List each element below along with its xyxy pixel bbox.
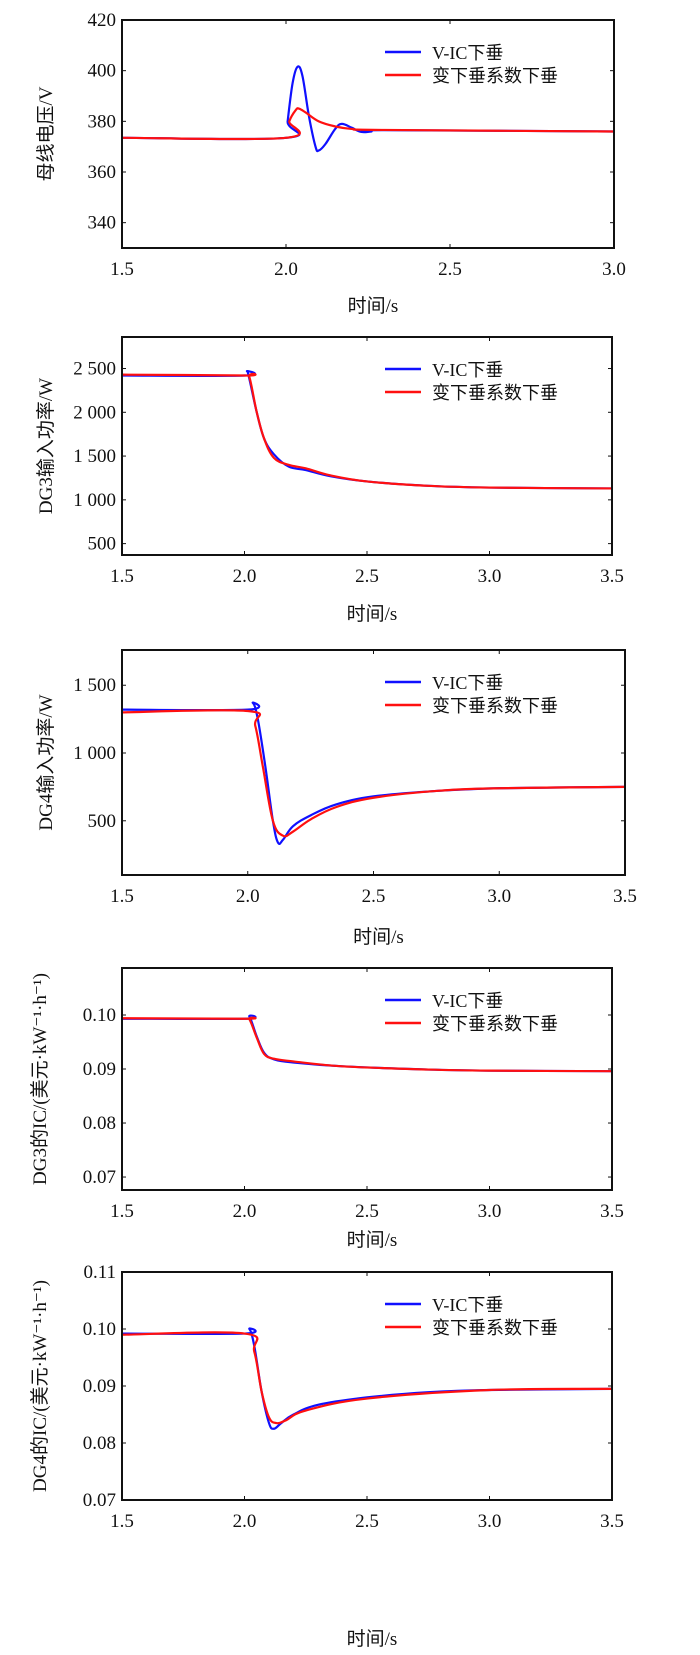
series-line-variable-droop: [122, 1016, 612, 1073]
y-tick-label: 0.11: [83, 1262, 116, 1283]
legend-label: 变下垂系数下垂: [432, 1318, 558, 1338]
plot-frame: [121, 336, 613, 556]
subplot-5: 1.5 2.0 2.5 3.0 3.5 0.07 0.08 0.09 0.10 0.11 V-IC下…: [29, 1262, 624, 1650]
y-tick-label: 500: [88, 534, 117, 555]
legend-label: 变下垂系数下垂: [432, 66, 558, 86]
x-tick-label: 3.5: [613, 886, 637, 907]
legend-label: 变下垂系数下垂: [432, 383, 558, 403]
x-tick-label: 3.0: [478, 1511, 502, 1532]
x-tick-label: 3.0: [478, 566, 502, 587]
y-tick-label: 1 000: [73, 490, 116, 511]
y-tick-label: 0.07: [83, 1167, 116, 1188]
x-tick-label: 2.0: [233, 566, 257, 587]
series-group: [122, 370, 612, 490]
x-tick-label: 2.5: [355, 1511, 379, 1532]
x-tick-label: 1.5: [110, 259, 134, 280]
y-axis-label: DG4输入功率/W: [35, 694, 57, 830]
y-tick-label: 0.08: [83, 1113, 116, 1134]
y-tick-label: 340: [88, 213, 117, 234]
x-axis-label: 时间/s: [348, 295, 399, 317]
plot-frame: [121, 649, 626, 876]
legend-label: 变下垂系数下垂: [432, 696, 558, 716]
y-tick-label: 500: [88, 811, 117, 832]
y-tick-label: 0.10: [83, 1005, 116, 1026]
y-tick-label: 380: [88, 111, 117, 132]
y-tick-label: 0.09: [83, 1376, 116, 1397]
x-tick-label: 2.5: [362, 886, 386, 907]
legend-label: V-IC下垂: [432, 43, 503, 63]
x-tick-label: 2.5: [355, 1201, 379, 1222]
y-tick-label: 2 000: [73, 402, 116, 423]
series-line-variable-droop: [122, 709, 625, 838]
y-tick-label: 1 000: [73, 743, 116, 764]
x-tick-label: 2.5: [355, 566, 379, 587]
y-axis-label: 母线电压/V: [35, 86, 57, 181]
y-tick-label: 360: [88, 162, 117, 183]
subplot-3: 1.5 2.0 2.5 3.0 3.5 500 1 000 1 500 V-IC下垂变下垂系数下…: [35, 649, 637, 948]
plot-frame: [121, 19, 615, 249]
y-tick-label: 0.09: [83, 1059, 116, 1080]
x-tick-label: 3.0: [602, 259, 626, 280]
x-tick-label: 3.0: [487, 886, 511, 907]
subplot-4: 1.5 2.0 2.5 3.0 3.5 0.07 0.08 0.09 0.10 V-IC下垂变下垂…: [29, 967, 624, 1251]
subplot-2: 1.5 2.0 2.5 3.0 3.5 500 1 000 1 500 2 000 2 500 V-…: [35, 336, 624, 625]
y-tick-label: 0.08: [83, 1433, 116, 1454]
series-line-vic-droop: [122, 1327, 612, 1430]
x-tick-label: 2.0: [236, 886, 260, 907]
y-tick-label: 400: [88, 61, 117, 82]
y-tick-label: 2 500: [73, 359, 116, 380]
series-group: [122, 1014, 612, 1073]
y-tick-label: 1 500: [73, 675, 116, 696]
y-tick-label: 420: [88, 10, 117, 31]
series-group: [122, 701, 625, 845]
x-tick-label: 3.5: [600, 1201, 624, 1222]
y-tick-label: 0.07: [83, 1490, 116, 1511]
x-tick-label: 2.0: [233, 1201, 257, 1222]
x-axis-label: 时间/s: [353, 926, 404, 948]
x-axis-label: 时间/s: [347, 603, 398, 625]
x-tick-label: 2.0: [274, 259, 298, 280]
legend-label: 变下垂系数下垂: [432, 1014, 558, 1034]
series-line-vic-droop: [122, 65, 614, 153]
y-axis-label: DG4的IC/(美元·kW⁻¹·h⁻¹): [29, 1280, 51, 1492]
legend-label: V-IC下垂: [432, 360, 503, 380]
y-tick-label: 0.10: [83, 1319, 116, 1340]
x-tick-label: 3.5: [600, 1511, 624, 1532]
series-group: [122, 65, 614, 153]
series-line-variable-droop: [122, 1331, 612, 1425]
x-tick-label: 2.0: [233, 1511, 257, 1532]
x-tick-label: 3.0: [478, 1201, 502, 1222]
plot-frame: [121, 1271, 613, 1501]
plot-frame: [121, 967, 613, 1191]
x-axis-label: 时间/s: [347, 1229, 398, 1251]
x-axis-label: 时间/s: [347, 1628, 398, 1650]
y-tick-label: 1 500: [73, 446, 116, 467]
x-tick-label: 1.5: [110, 566, 134, 587]
x-tick-label: 1.5: [110, 886, 134, 907]
series-line-vic-droop: [122, 701, 625, 845]
series-group: [122, 1327, 612, 1430]
y-axis-label: DG3输入功率/W: [35, 378, 57, 514]
legend-label: V-IC下垂: [432, 1295, 503, 1315]
x-tick-label: 1.5: [110, 1511, 134, 1532]
y-axis-label: DG3的IC/(美元·kW⁻¹·h⁻¹): [29, 973, 51, 1185]
legend-label: V-IC下垂: [432, 991, 503, 1011]
series-line-variable-droop: [122, 107, 614, 141]
x-tick-label: 1.5: [110, 1201, 134, 1222]
x-tick-label: 3.5: [600, 566, 624, 587]
legend-label: V-IC下垂: [432, 673, 503, 693]
series-line-variable-droop: [122, 372, 612, 490]
x-tick-label: 2.5: [438, 259, 462, 280]
subplot-1: 1.5 2.0 2.5 3.0 340 360 380 400 420 V-IC下垂变下垂系数下垂…: [35, 10, 626, 317]
